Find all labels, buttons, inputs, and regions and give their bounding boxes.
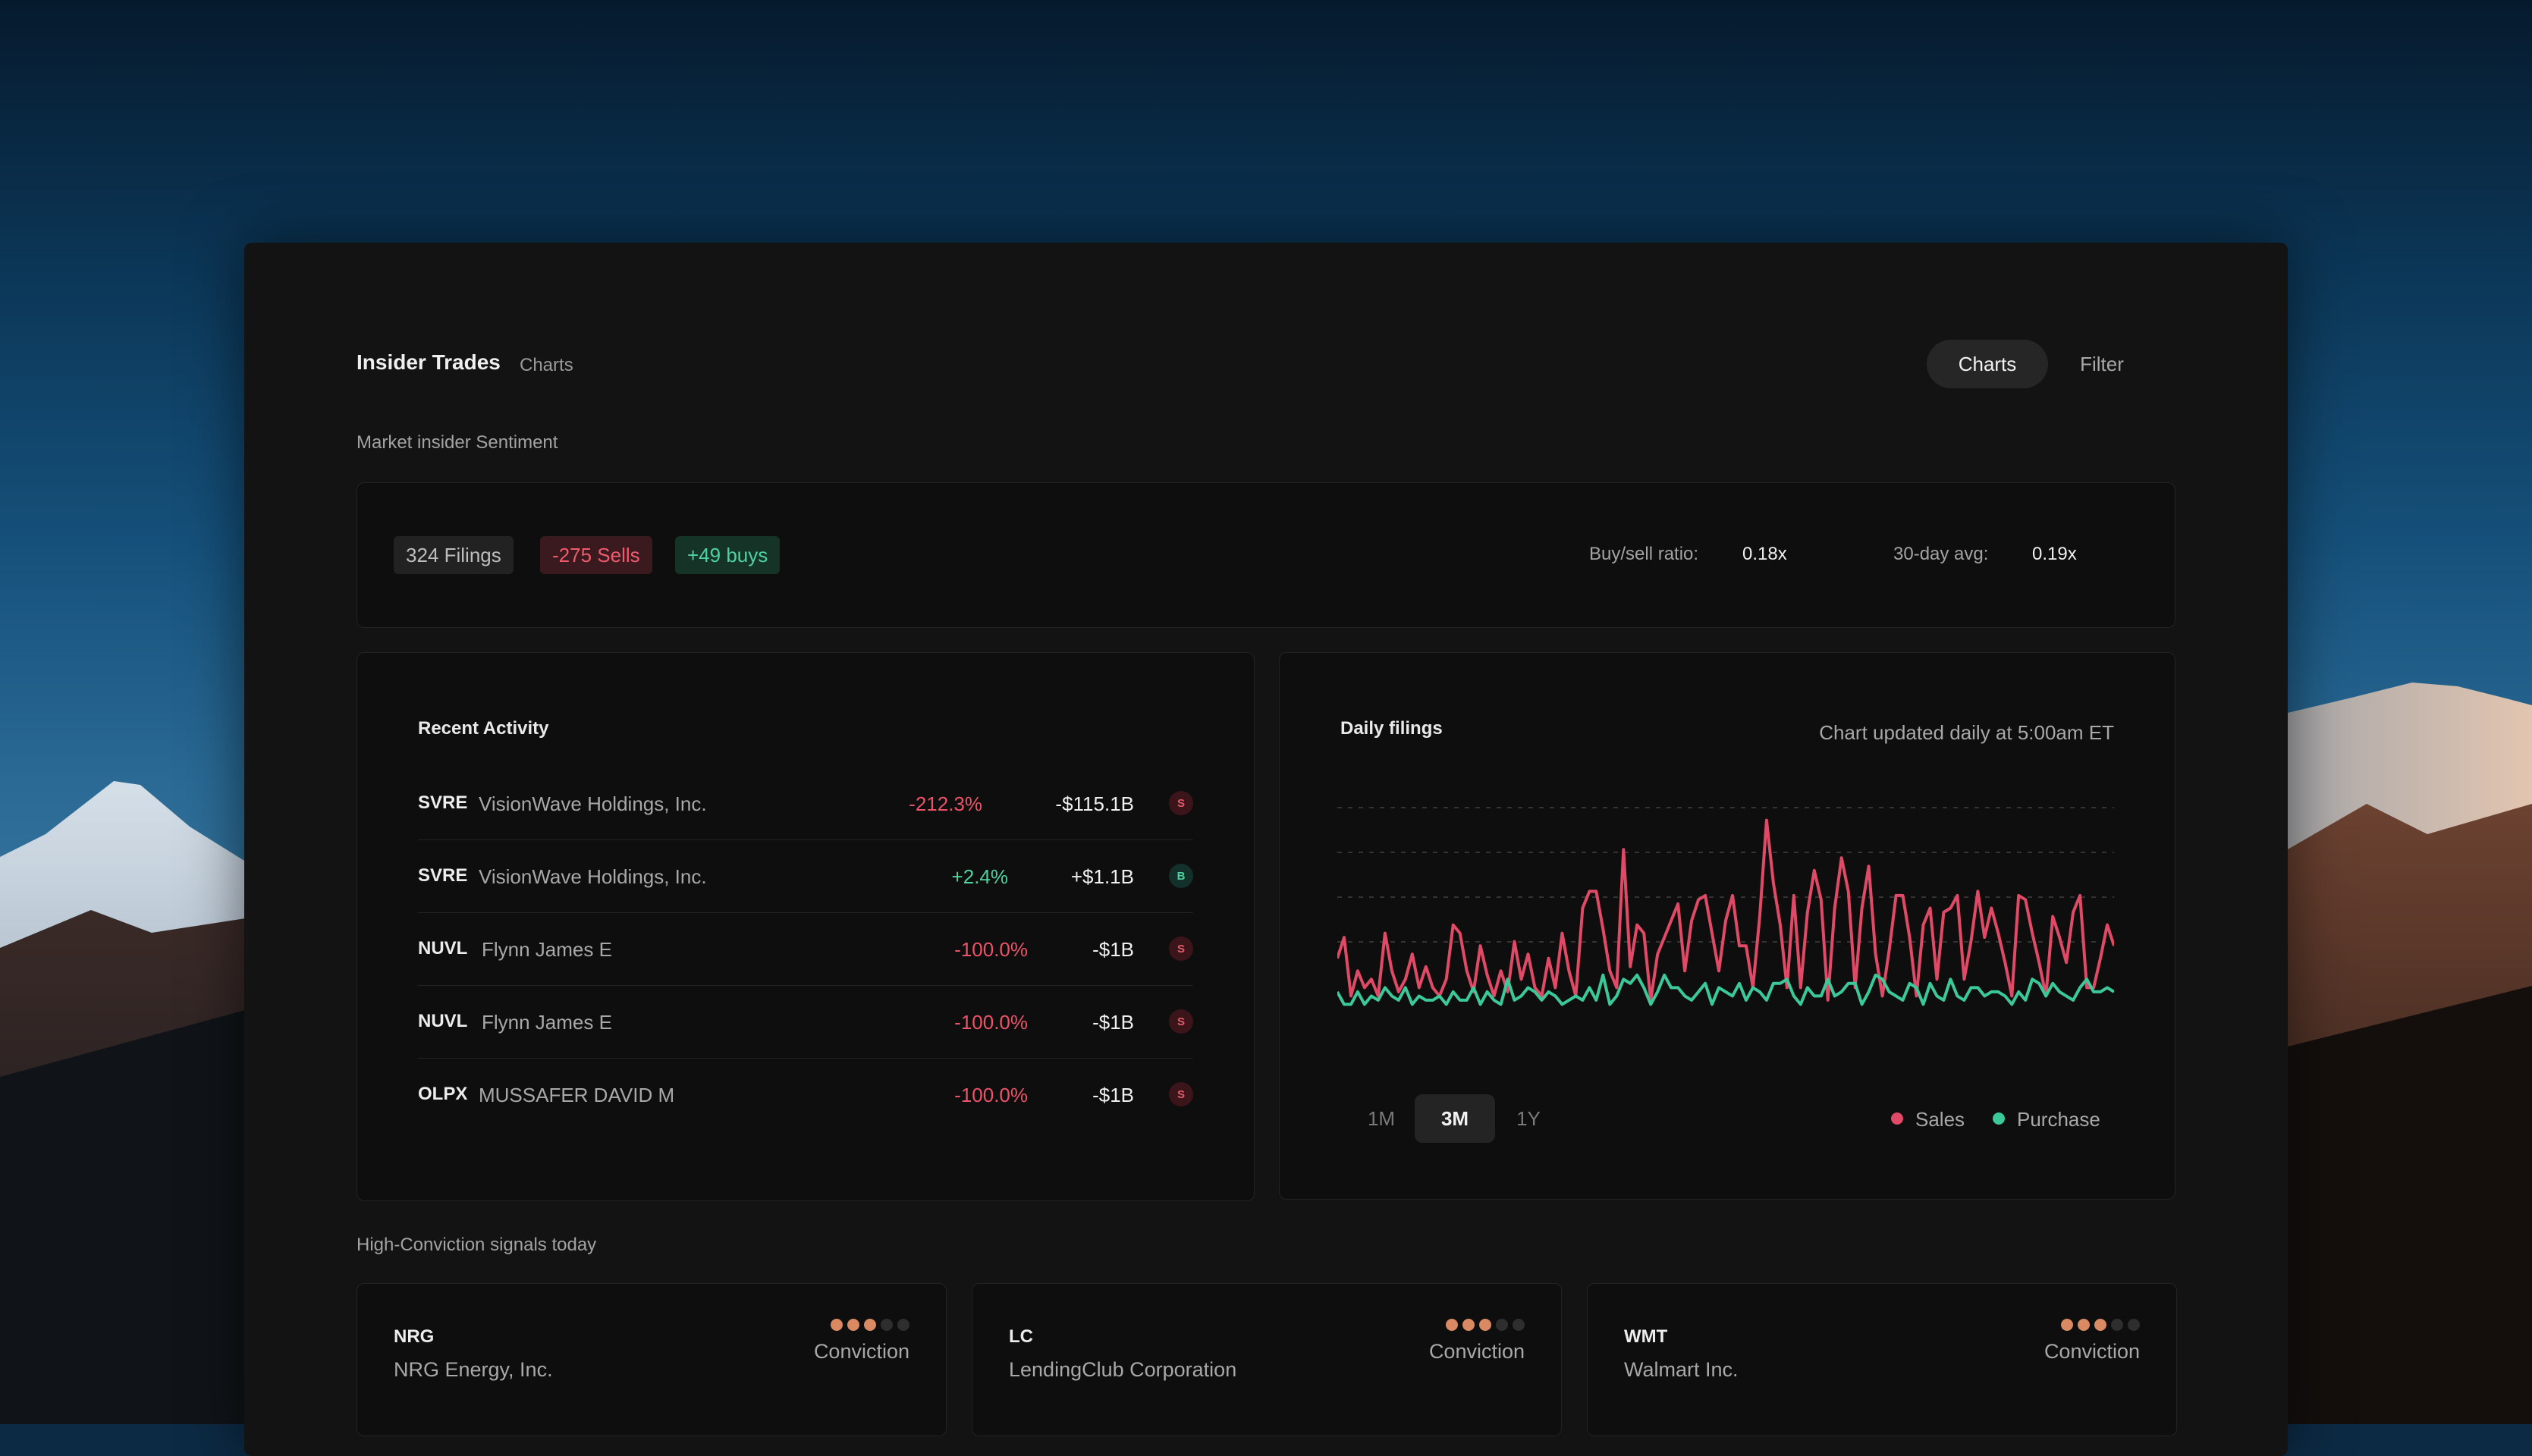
- filings-count-badge: 324 Filings: [394, 536, 514, 574]
- row-company: Flynn James E: [482, 1011, 612, 1034]
- signal-company: Walmart Inc.: [1624, 1358, 1739, 1381]
- conviction-dot: [881, 1319, 893, 1331]
- background-mountains: [0, 682, 2532, 1424]
- conviction-dot: [2128, 1319, 2140, 1331]
- conviction-dot: [2094, 1319, 2106, 1331]
- sell-badge: S: [1169, 1009, 1193, 1034]
- conviction-dot: [1446, 1319, 1458, 1331]
- conviction-dot: [1496, 1319, 1508, 1331]
- legend-sales-dot: [1891, 1112, 1903, 1125]
- chart-updated-note: Chart updated daily at 5:00am ET: [1819, 721, 2114, 744]
- conviction-dot: [864, 1319, 876, 1331]
- conviction-dot: [2111, 1319, 2123, 1331]
- recent-activity-row[interactable]: OLPX MUSSAFER DAVID M -100.0% -$1B S: [418, 1058, 1193, 1131]
- row-percent-change: -212.3%: [909, 792, 982, 815]
- page-title: Insider Trades: [357, 350, 501, 374]
- legend-sales-label: Sales: [1915, 1108, 1965, 1131]
- signal-card[interactable]: NRG NRG Energy, Inc. Conviction: [357, 1283, 947, 1436]
- row-ticker: OLPX: [418, 1084, 468, 1104]
- row-percent-change: -100.0%: [954, 938, 1028, 961]
- signal-company: NRG Energy, Inc.: [394, 1358, 553, 1381]
- app-window: Insider Trades Charts Charts Filter Mark…: [244, 243, 2288, 1456]
- conviction-label: Conviction: [813, 1340, 909, 1363]
- series-line-purchase: [1337, 973, 2114, 1006]
- buys-count-badge: +49 buys: [675, 536, 781, 574]
- daily-filings-chart: [1337, 807, 2114, 1006]
- row-ticker: SVRE: [418, 865, 468, 886]
- buy-sell-ratio-value: 0.18x: [1742, 544, 1787, 564]
- signal-ticker: NRG: [394, 1326, 435, 1347]
- row-company: VisionWave Holdings, Inc.: [479, 792, 707, 815]
- conviction-meter: [831, 1319, 909, 1331]
- conviction-dot: [1462, 1319, 1475, 1331]
- tab-charts[interactable]: Charts: [1927, 340, 2048, 388]
- daily-filings-card: Daily filings Chart updated daily at 5:0…: [1279, 652, 2175, 1200]
- row-ticker: NUVL: [418, 1011, 468, 1031]
- sell-badge: S: [1169, 791, 1193, 815]
- sells-count-badge: -275 Sells: [540, 536, 652, 574]
- row-ticker: NUVL: [418, 938, 468, 959]
- signal-card[interactable]: LC LendingClub Corporation Conviction: [972, 1283, 1562, 1436]
- conviction-dot: [831, 1319, 843, 1331]
- recent-activity-row[interactable]: NUVL Flynn James E -100.0% -$1B S: [418, 985, 1193, 1059]
- series-line-sales: [1337, 818, 2114, 1002]
- conviction-dot: [1479, 1319, 1491, 1331]
- page-subtitle: Charts: [520, 355, 573, 375]
- row-amount: -$1B: [1092, 1011, 1134, 1034]
- conviction-meter: [1446, 1319, 1525, 1331]
- conviction-dot: [847, 1319, 859, 1331]
- daily-filings-title: Daily filings: [1340, 718, 1443, 739]
- signal-company: LendingClub Corporation: [1009, 1358, 1237, 1381]
- sell-badge: S: [1169, 937, 1193, 961]
- row-company: MUSSAFER DAVID M: [479, 1084, 675, 1106]
- thirty-day-avg-value: 0.19x: [2032, 544, 2077, 564]
- range-1y-button[interactable]: 1Y: [1516, 1106, 1541, 1130]
- legend-purchase-dot: [1993, 1112, 2005, 1125]
- sell-badge: S: [1169, 1082, 1193, 1106]
- range-1m-button[interactable]: 1M: [1367, 1106, 1396, 1130]
- recent-activity-row[interactable]: SVRE VisionWave Holdings, Inc. -212.3% -$11…: [418, 767, 1193, 840]
- row-amount: -$1B: [1092, 1084, 1134, 1106]
- row-ticker: SVRE: [418, 792, 468, 813]
- row-company: Flynn James E: [482, 938, 612, 961]
- row-amount: +$1.1B: [1070, 865, 1134, 888]
- tab-filter[interactable]: Filter: [2080, 352, 2124, 375]
- signal-ticker: WMT: [1624, 1326, 1668, 1347]
- signal-ticker: LC: [1009, 1326, 1033, 1347]
- row-amount: -$115.1B: [1055, 792, 1134, 815]
- row-amount: -$1B: [1092, 938, 1134, 961]
- conviction-dot: [1513, 1319, 1525, 1331]
- row-company: VisionWave Holdings, Inc.: [479, 865, 707, 888]
- conviction-label: Conviction: [2044, 1340, 2140, 1363]
- conviction-label: Conviction: [1428, 1340, 1525, 1363]
- thirty-day-avg-label: 30-day avg:: [1893, 544, 1989, 564]
- signal-card[interactable]: WMT Walmart Inc. Conviction: [1587, 1283, 2177, 1436]
- conviction-dot: [2078, 1319, 2090, 1331]
- recent-activity-card: Recent Activity SVRE VisionWave Holdings,…: [357, 652, 1255, 1201]
- row-percent-change: +2.4%: [951, 865, 1008, 888]
- row-percent-change: -100.0%: [954, 1084, 1028, 1106]
- sentiment-card: 324 Filings -275 Sells +49 buys Buy/sell…: [357, 482, 2175, 628]
- row-percent-change: -100.0%: [954, 1011, 1028, 1034]
- buy-sell-ratio-label: Buy/sell ratio:: [1589, 544, 1699, 564]
- range-3m-button[interactable]: 3M: [1415, 1094, 1495, 1143]
- conviction-meter: [2061, 1319, 2140, 1331]
- recent-activity-row[interactable]: SVRE VisionWave Holdings, Inc. +2.4% +$1.1B…: [418, 839, 1193, 913]
- sentiment-section-label: Market insider Sentiment: [357, 432, 558, 453]
- recent-activity-title: Recent Activity: [418, 718, 549, 739]
- conviction-dot: [897, 1319, 909, 1331]
- legend-purchase-label: Purchase: [2017, 1108, 2100, 1131]
- conviction-dot: [2061, 1319, 2073, 1331]
- recent-activity-row[interactable]: NUVL Flynn James E -100.0% -$1B S: [418, 912, 1193, 986]
- buy-badge: B: [1169, 864, 1193, 888]
- signals-section-label: High-Conviction signals today: [357, 1235, 597, 1255]
- header: Insider Trades Charts Charts Filter: [357, 335, 2175, 388]
